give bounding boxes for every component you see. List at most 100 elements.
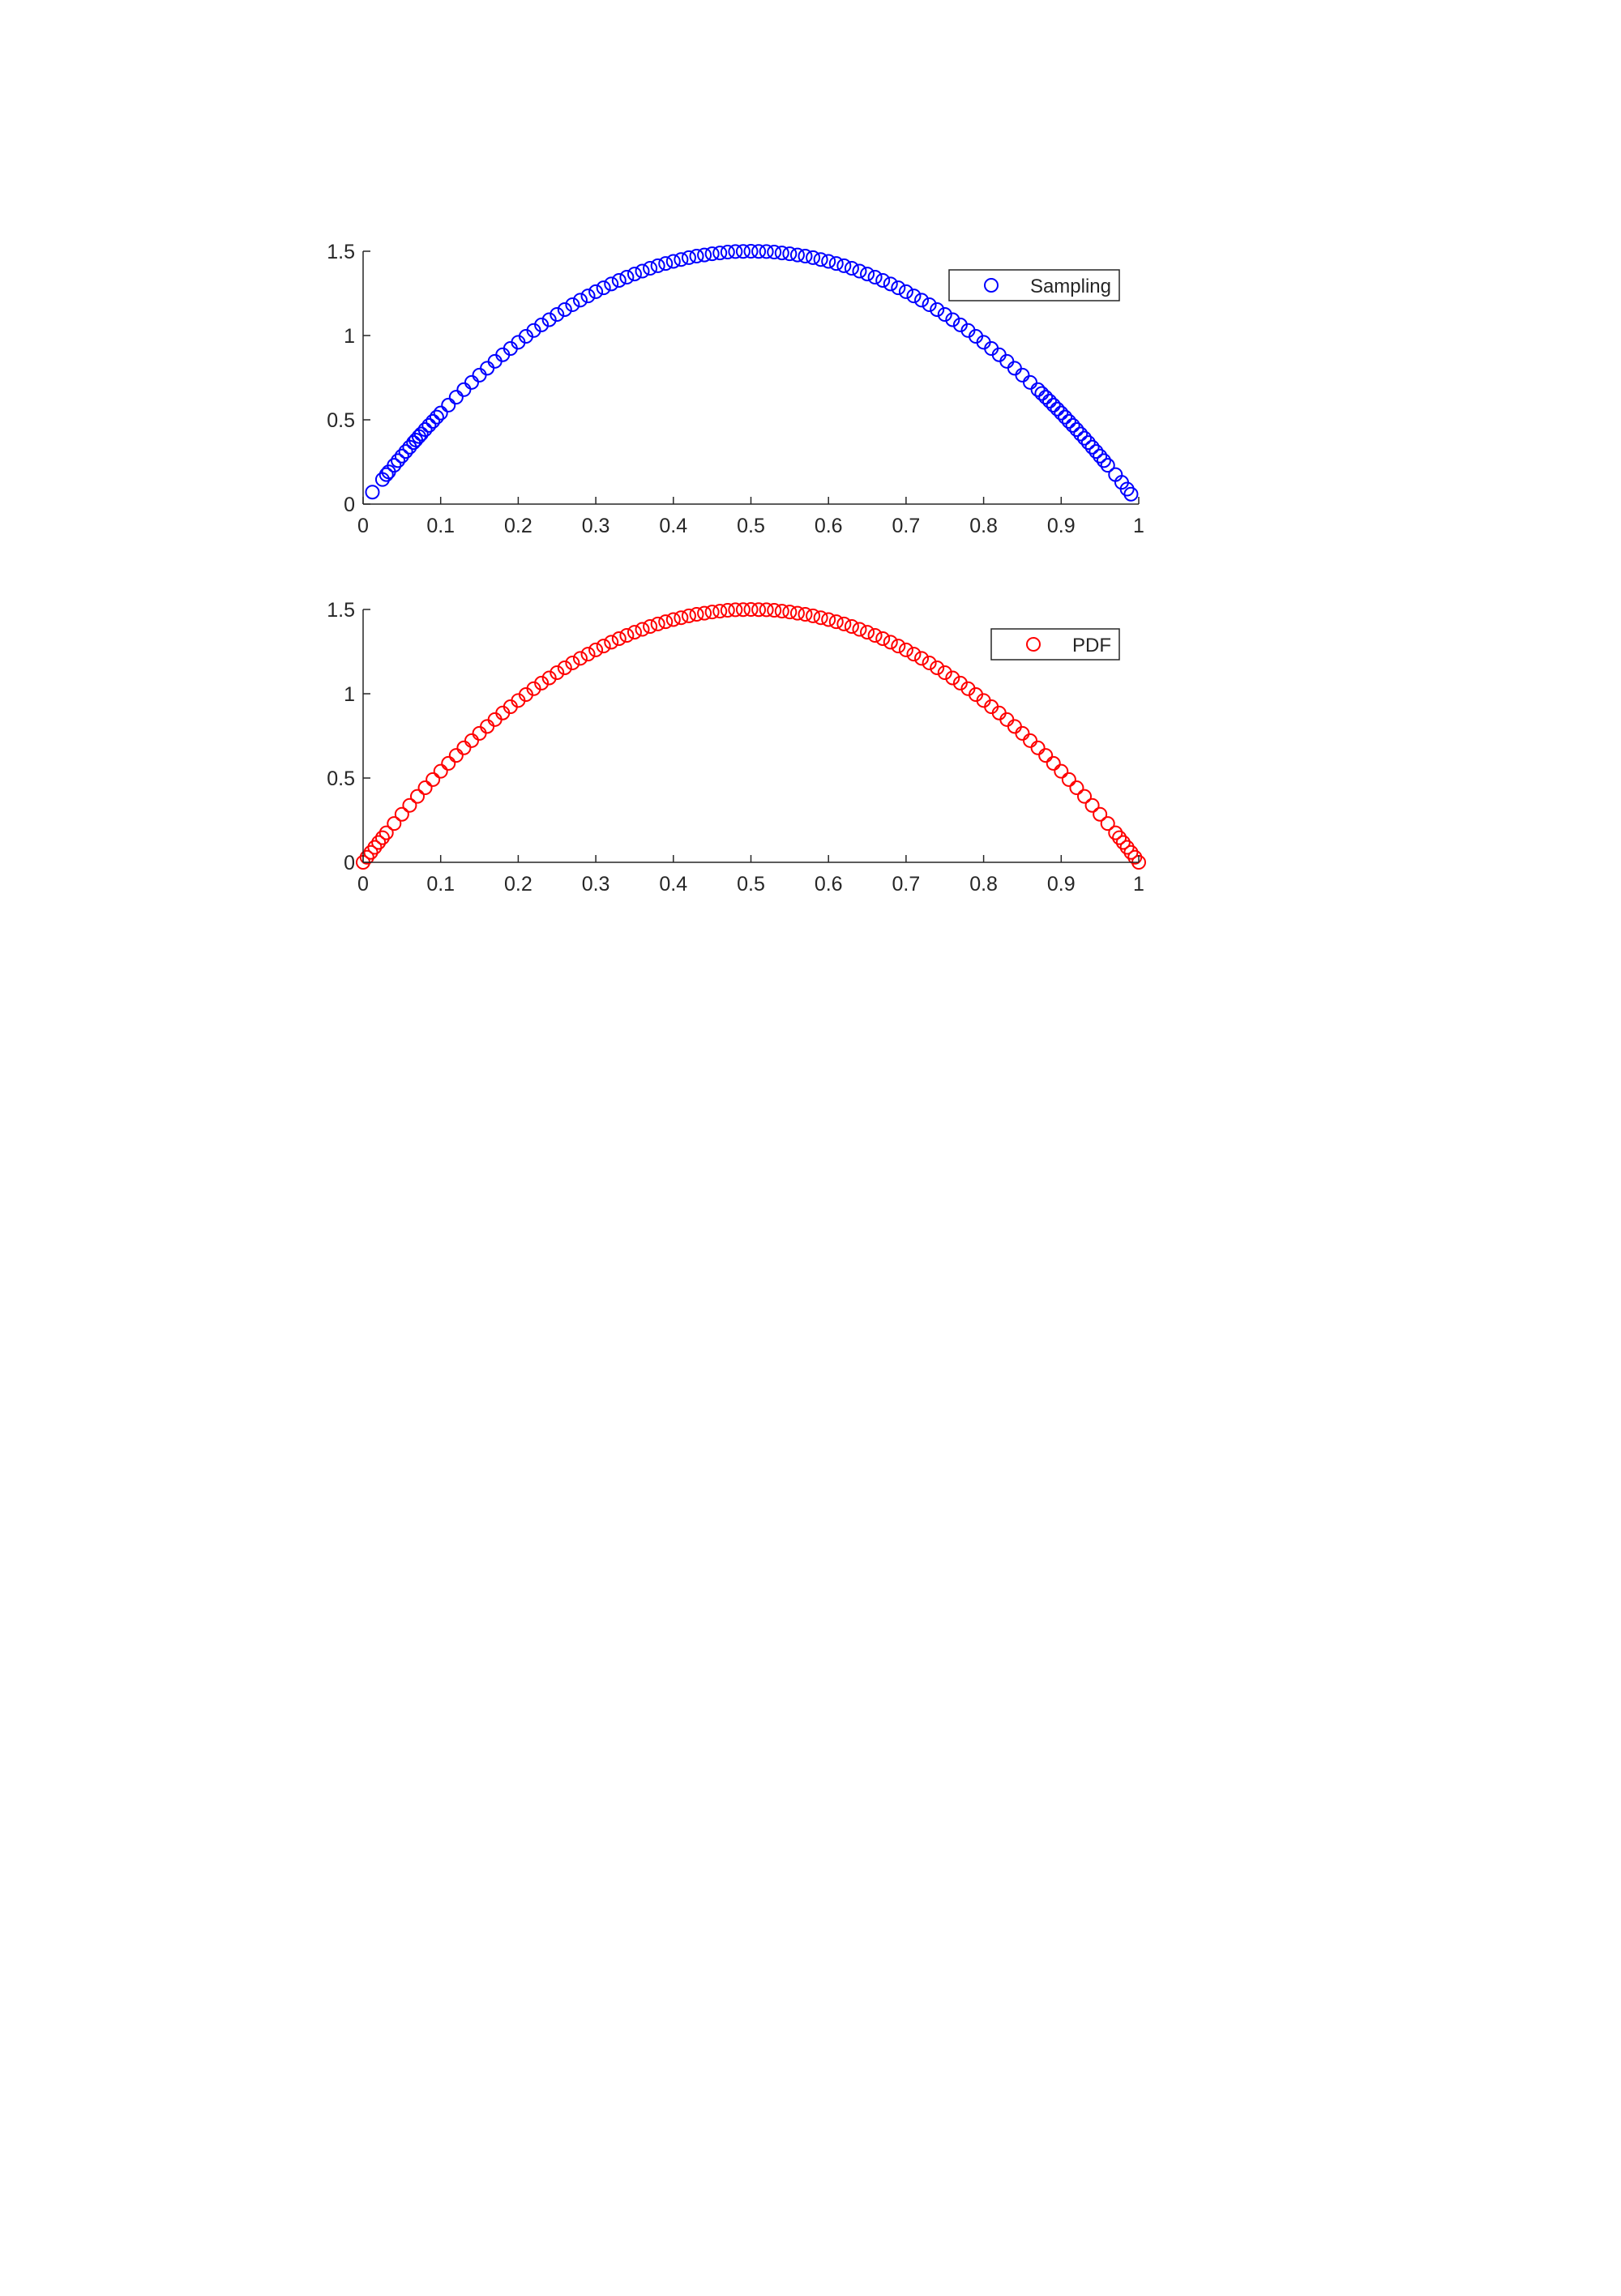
data-point bbox=[720, 245, 735, 260]
data-point bbox=[821, 612, 836, 627]
data-point bbox=[426, 413, 441, 429]
data-point bbox=[619, 270, 635, 285]
data-point bbox=[417, 422, 433, 438]
data-point bbox=[572, 293, 588, 308]
data-point bbox=[945, 312, 960, 327]
data-point bbox=[394, 448, 409, 464]
legend: PDF bbox=[990, 628, 1120, 661]
x-tick-label: 0.3 bbox=[582, 515, 610, 537]
data-point bbox=[867, 628, 883, 643]
data-point bbox=[1084, 439, 1100, 455]
data-point bbox=[1041, 393, 1057, 408]
data-point bbox=[1069, 780, 1084, 796]
data-point bbox=[665, 254, 681, 269]
data-point bbox=[611, 631, 627, 646]
data-point bbox=[806, 608, 821, 623]
data-point bbox=[409, 789, 425, 804]
data-point bbox=[774, 604, 789, 619]
data-point bbox=[1080, 435, 1096, 451]
data-point bbox=[813, 252, 828, 267]
data-point bbox=[588, 642, 604, 657]
data-point bbox=[735, 602, 751, 618]
legend-box bbox=[948, 269, 1120, 301]
data-point bbox=[627, 267, 642, 282]
data-point bbox=[604, 635, 619, 650]
data-point bbox=[387, 816, 402, 832]
x-tick-label: 0.1 bbox=[426, 515, 455, 537]
data-point bbox=[1084, 797, 1100, 813]
data-point bbox=[565, 297, 580, 312]
data-point bbox=[743, 602, 759, 617]
data-point bbox=[611, 272, 627, 288]
data-point bbox=[456, 740, 472, 755]
data-point bbox=[596, 280, 611, 296]
data-point bbox=[930, 660, 945, 675]
x-tick-label: 0.4 bbox=[659, 873, 687, 896]
data-point bbox=[836, 258, 852, 273]
data-point bbox=[1007, 361, 1022, 376]
data-point bbox=[565, 655, 580, 670]
data-point bbox=[1054, 405, 1069, 421]
data-point bbox=[898, 284, 913, 299]
legend-marker bbox=[1026, 637, 1041, 652]
data-point bbox=[1100, 816, 1115, 832]
data-point bbox=[1030, 382, 1046, 397]
x-tick-label: 0.5 bbox=[737, 873, 765, 896]
x-tick-label: 0.2 bbox=[504, 515, 532, 537]
chart-pdf: 0 0.1 0.2 0.3 0.4 0.5 0.6 0.7 0.8 0.9 1 0 0.5 1 1.5 PDF bbox=[327, 599, 1146, 896]
data-point bbox=[541, 670, 557, 686]
data-point bbox=[650, 258, 665, 273]
legend-marker bbox=[984, 278, 999, 293]
data-point bbox=[379, 467, 394, 482]
legend-label: Sampling bbox=[1030, 276, 1111, 297]
data-point bbox=[821, 254, 836, 269]
data-point bbox=[930, 301, 945, 317]
data-point bbox=[875, 631, 891, 646]
data-point bbox=[914, 293, 930, 308]
data-point bbox=[767, 245, 782, 260]
data-point bbox=[1061, 413, 1076, 429]
data-point bbox=[782, 605, 798, 620]
data-point bbox=[704, 246, 720, 262]
data-point bbox=[464, 733, 479, 748]
data-point bbox=[937, 307, 952, 322]
data-point bbox=[550, 307, 565, 322]
data-point bbox=[1058, 409, 1073, 425]
data-point bbox=[906, 647, 922, 662]
data-point bbox=[541, 312, 557, 327]
data-point bbox=[464, 374, 479, 390]
data-point bbox=[1061, 772, 1076, 787]
data-point bbox=[681, 250, 696, 265]
data-point bbox=[697, 247, 712, 263]
data-point bbox=[798, 249, 813, 264]
data-point bbox=[728, 244, 743, 259]
data-point bbox=[689, 607, 704, 622]
x-tick-label: 0.5 bbox=[737, 515, 765, 537]
x-tick-label: 0.6 bbox=[815, 873, 843, 896]
data-point bbox=[1050, 401, 1065, 417]
data-point bbox=[798, 607, 813, 622]
data-point bbox=[767, 603, 782, 618]
data-point bbox=[421, 417, 437, 433]
data-point bbox=[665, 612, 681, 627]
data-point bbox=[999, 353, 1015, 369]
x-tick-label: 0.9 bbox=[1047, 873, 1076, 896]
data-point bbox=[852, 622, 867, 637]
data-point bbox=[1093, 448, 1108, 464]
data-point bbox=[1046, 397, 1061, 413]
data-point bbox=[1015, 367, 1030, 383]
data-point bbox=[697, 605, 712, 621]
series-sampling bbox=[365, 244, 1139, 502]
data-point bbox=[487, 353, 503, 369]
x-tick-label: 0.7 bbox=[892, 515, 921, 537]
data-point bbox=[789, 605, 805, 621]
data-point bbox=[1023, 733, 1038, 748]
chart-sampling: 0 0.1 0.2 0.3 0.4 0.5 0.6 0.7 0.8 0.9 1 0 0.5 1 1.5 Sam… bbox=[327, 241, 1144, 537]
data-point bbox=[922, 655, 937, 670]
data-point bbox=[1030, 740, 1046, 755]
x-tick-label: 0.7 bbox=[892, 873, 921, 896]
data-point bbox=[743, 244, 759, 259]
data-point bbox=[1093, 806, 1108, 822]
data-point bbox=[433, 405, 448, 421]
data-point bbox=[883, 635, 898, 650]
